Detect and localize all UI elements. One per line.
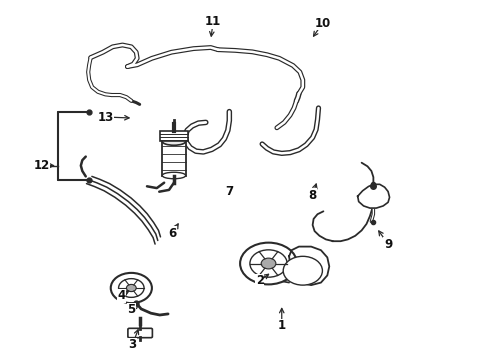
Circle shape xyxy=(250,250,287,277)
Bar xyxy=(160,131,188,141)
Circle shape xyxy=(283,256,322,285)
Circle shape xyxy=(119,279,144,297)
Text: 10: 10 xyxy=(314,17,331,30)
Circle shape xyxy=(111,273,152,303)
Text: 2: 2 xyxy=(256,274,264,287)
Text: 7: 7 xyxy=(225,185,233,198)
Text: 8: 8 xyxy=(309,189,317,202)
Circle shape xyxy=(126,284,136,292)
Ellipse shape xyxy=(162,172,186,179)
Ellipse shape xyxy=(162,137,186,145)
Circle shape xyxy=(240,243,297,284)
Text: 11: 11 xyxy=(205,15,221,28)
Text: 6: 6 xyxy=(169,227,176,240)
Polygon shape xyxy=(358,184,390,208)
Text: 4: 4 xyxy=(118,289,125,302)
Text: 13: 13 xyxy=(97,111,114,123)
Polygon shape xyxy=(289,247,329,285)
Text: 5: 5 xyxy=(127,303,135,316)
Bar xyxy=(162,141,186,175)
Text: 12: 12 xyxy=(33,159,50,172)
Circle shape xyxy=(261,258,276,269)
Text: 1: 1 xyxy=(278,319,286,332)
Text: 9: 9 xyxy=(384,238,392,251)
Text: 3: 3 xyxy=(128,338,136,351)
FancyBboxPatch shape xyxy=(128,328,152,338)
